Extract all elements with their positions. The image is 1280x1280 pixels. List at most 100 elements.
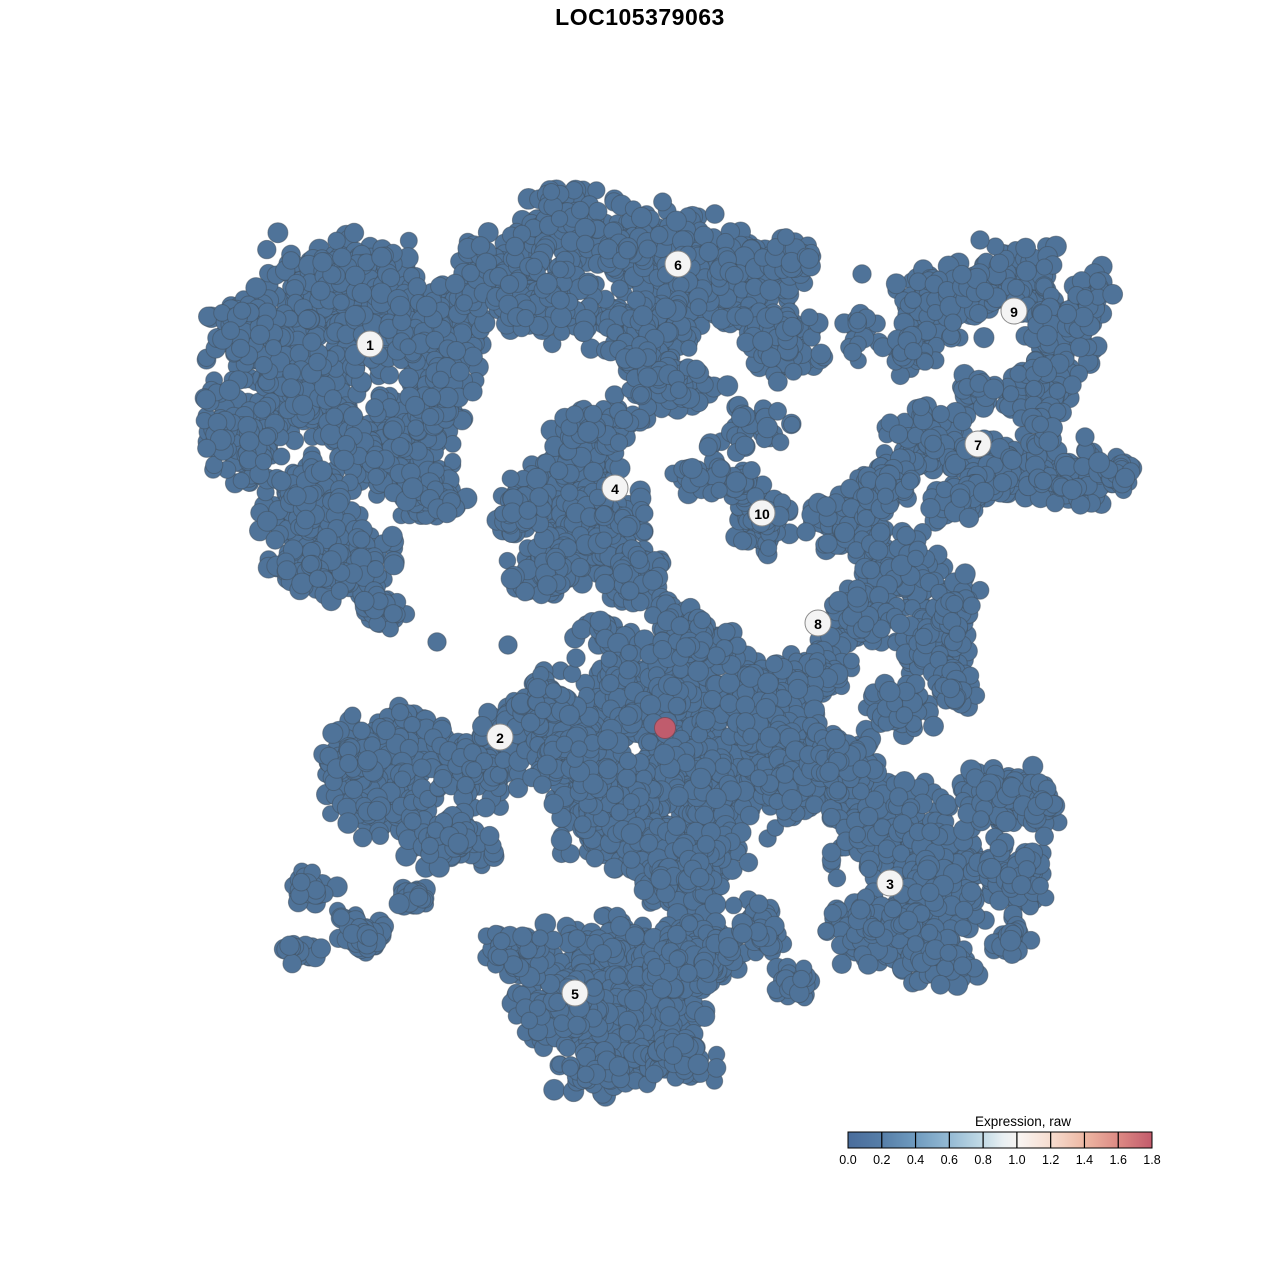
data-point: [1007, 278, 1026, 297]
data-point: [352, 530, 371, 549]
data-point: [975, 281, 995, 301]
data-point: [526, 467, 548, 490]
data-point: [431, 370, 450, 389]
plot-title: LOC105379063: [555, 4, 725, 30]
data-point: [383, 554, 405, 576]
data-point: [253, 400, 272, 419]
data-point: [330, 581, 349, 600]
data-point: [631, 206, 653, 229]
data-point: [983, 378, 1005, 400]
data-point: [327, 492, 349, 514]
data-point: [310, 280, 331, 301]
data-point: [759, 279, 782, 301]
data-point: [344, 222, 365, 243]
data-point: [796, 522, 816, 542]
data-point: [1076, 289, 1094, 307]
data-point: [297, 309, 317, 329]
data-point: [920, 498, 941, 519]
data-point: [632, 386, 650, 404]
data-point: [390, 437, 410, 456]
data-point: [896, 525, 916, 546]
data-point: [650, 225, 669, 245]
data-point: [271, 470, 292, 492]
data-point: [365, 398, 385, 418]
data-point: [759, 539, 778, 557]
data-point: [576, 234, 595, 254]
data-point: [1115, 467, 1136, 488]
data-point: [436, 502, 458, 524]
data-point: [232, 472, 251, 490]
data-point: [267, 222, 289, 244]
data-point: [632, 305, 654, 327]
data-point: [638, 239, 658, 259]
data-point: [1015, 237, 1037, 259]
data-point: [953, 412, 973, 432]
data-point: [594, 505, 613, 524]
data-point: [407, 419, 425, 437]
data-point: [416, 295, 438, 318]
data-point: [958, 507, 980, 529]
data-point: [332, 247, 352, 268]
data-point: [1038, 431, 1060, 452]
data-point: [1002, 385, 1020, 403]
data-point: [295, 509, 316, 530]
data-point: [1048, 382, 1067, 400]
data-point: [383, 604, 403, 624]
data-point: [733, 531, 753, 551]
data-point: [943, 313, 963, 332]
data-point: [689, 298, 708, 317]
data-point: [885, 273, 907, 295]
data-point: [221, 321, 241, 341]
data-point: [249, 324, 271, 345]
data-point: [344, 305, 366, 327]
data-point: [698, 241, 719, 263]
data-point: [816, 496, 837, 517]
data-point: [560, 483, 579, 502]
data-point: [381, 525, 403, 548]
data-point: [588, 201, 608, 222]
data-point: [904, 291, 922, 310]
data-point: [233, 301, 252, 320]
data-point: [327, 231, 346, 251]
data-point: [351, 282, 373, 304]
data-point: [849, 311, 867, 330]
data-point: [308, 352, 327, 372]
data-point: [399, 231, 418, 250]
data-point: [389, 295, 411, 317]
data-point: [665, 210, 687, 232]
data-point: [518, 501, 538, 520]
data-point: [637, 367, 658, 388]
data-point: [254, 453, 273, 471]
data-point: [609, 433, 629, 452]
data-point: [445, 273, 466, 295]
data-point: [1025, 379, 1043, 398]
data-point: [888, 424, 909, 444]
data-point: [1035, 258, 1054, 276]
data-point: [782, 316, 803, 337]
data-point: [1002, 449, 1023, 470]
points-layer: [194, 179, 1143, 1107]
data-point: [257, 239, 277, 260]
data-point: [1088, 272, 1107, 290]
data-point: [470, 236, 491, 256]
data-point: [716, 375, 739, 397]
data-point: [931, 404, 950, 424]
data-point: [1032, 304, 1053, 325]
data-point: [989, 253, 1010, 273]
data-point: [364, 450, 384, 469]
data-point: [399, 338, 417, 356]
data-point: [704, 204, 725, 224]
data-point: [195, 389, 217, 410]
data-point: [366, 560, 385, 578]
data-point: [767, 371, 788, 392]
data-point: [239, 431, 260, 452]
data-point: [332, 293, 350, 311]
data-point: [817, 533, 838, 554]
data-point: [371, 246, 393, 268]
data-point: [551, 260, 569, 279]
data-point: [218, 379, 241, 401]
data-point: [292, 394, 314, 416]
data-point: [911, 398, 931, 417]
